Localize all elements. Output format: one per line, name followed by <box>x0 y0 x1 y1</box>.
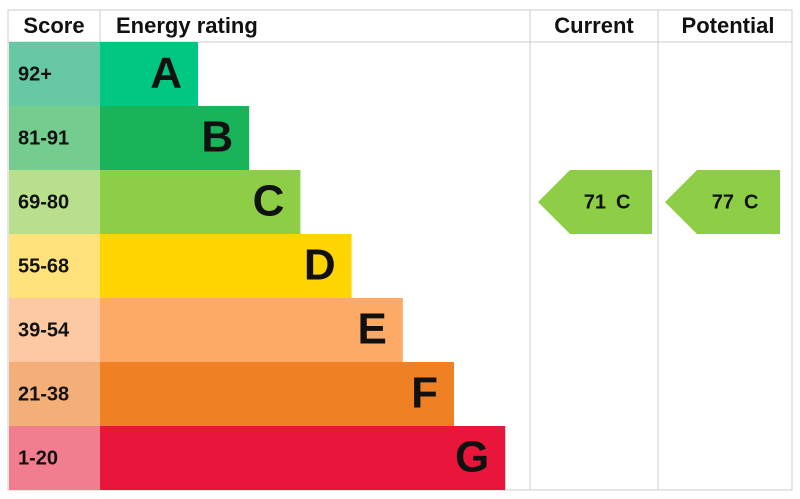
band-letter: E <box>357 305 386 354</box>
rating-bar <box>100 106 250 170</box>
current-band: C <box>616 191 630 213</box>
rating-bar <box>100 298 403 362</box>
header-score: Score <box>23 13 84 38</box>
potential-arrow <box>665 170 780 234</box>
current-arrow <box>538 170 652 234</box>
score-range: 81-91 <box>18 127 69 149</box>
score-cell <box>9 234 100 298</box>
band-letter: A <box>150 49 182 98</box>
header-potential: Potential <box>682 13 775 38</box>
rating-bar <box>100 362 454 426</box>
rating-bar <box>100 42 198 106</box>
score-cell <box>9 170 100 234</box>
rating-bar <box>100 426 506 490</box>
potential-band: C <box>744 191 758 213</box>
potential-score: 77 <box>712 191 734 213</box>
score-range: 21-38 <box>18 383 69 405</box>
score-range: 39-54 <box>18 319 70 341</box>
score-cell <box>9 298 100 362</box>
score-cell <box>9 426 100 490</box>
current-score: 71 <box>584 191 606 213</box>
band-letter: F <box>411 369 438 418</box>
score-cell <box>9 106 100 170</box>
rating-bar <box>100 170 301 234</box>
score-range: 69-80 <box>18 191 69 213</box>
score-cell <box>9 362 100 426</box>
score-range: 92+ <box>18 63 52 85</box>
band-letter: C <box>253 177 285 226</box>
band-letter: G <box>455 433 489 482</box>
header-rating: Energy rating <box>116 13 258 38</box>
rating-bar <box>100 234 352 298</box>
header-current: Current <box>554 13 634 38</box>
band-letter: B <box>201 113 233 162</box>
score-range: 1-20 <box>18 447 58 469</box>
score-range: 55-68 <box>18 255 69 277</box>
score-cell <box>9 42 100 106</box>
band-letter: D <box>304 241 336 290</box>
